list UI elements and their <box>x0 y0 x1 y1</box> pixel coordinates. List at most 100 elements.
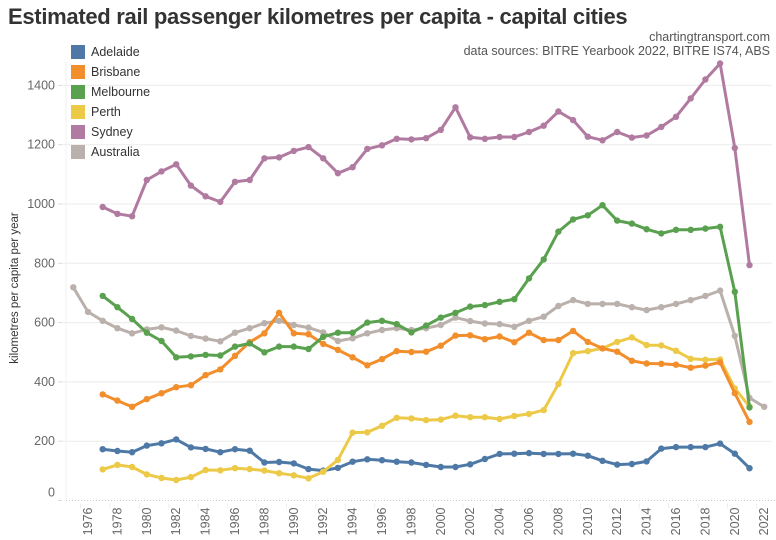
data-point-melbourne[interactable] <box>658 230 665 237</box>
data-point-sydney[interactable] <box>349 164 356 171</box>
data-point-australia[interactable] <box>70 284 77 291</box>
data-point-melbourne[interactable] <box>114 304 121 311</box>
data-point-adelaide[interactable] <box>569 450 577 457</box>
data-point-australia[interactable] <box>452 314 459 321</box>
data-point-australia[interactable] <box>114 325 121 332</box>
data-point-adelaide[interactable] <box>452 463 459 471</box>
data-point-perth[interactable] <box>555 380 562 388</box>
legend-item-adelaide[interactable]: Adelaide <box>71 42 150 62</box>
data-point-brisbane[interactable] <box>628 357 636 364</box>
data-point-adelaide[interactable] <box>467 461 474 468</box>
legend-item-brisbane[interactable]: Brisbane <box>71 62 150 82</box>
data-point-brisbane[interactable] <box>187 382 195 389</box>
data-point-sydney[interactable] <box>672 113 680 121</box>
data-point-brisbane[interactable] <box>452 332 459 339</box>
data-point-perth[interactable] <box>658 342 665 349</box>
data-point-melbourne[interactable] <box>643 226 650 233</box>
data-point-australia[interactable] <box>320 329 327 336</box>
data-point-sydney[interactable] <box>114 210 121 217</box>
data-point-brisbane[interactable] <box>158 390 165 397</box>
data-point-adelaide[interactable] <box>481 455 489 463</box>
data-point-perth[interactable] <box>202 466 209 474</box>
data-point-perth[interactable] <box>349 429 356 436</box>
data-point-sydney[interactable] <box>393 135 400 142</box>
data-point-melbourne[interactable] <box>378 317 386 324</box>
data-point-sydney[interactable] <box>275 154 283 161</box>
data-point-melbourne[interactable] <box>173 354 180 361</box>
data-point-melbourne[interactable] <box>481 301 489 309</box>
data-point-adelaide[interactable] <box>158 440 165 447</box>
data-point-sydney[interactable] <box>334 170 342 177</box>
data-point-adelaide[interactable] <box>275 458 283 466</box>
data-point-adelaide[interactable] <box>334 464 342 472</box>
data-point-sydney[interactable] <box>364 145 371 153</box>
data-point-adelaide[interactable] <box>672 443 680 451</box>
data-point-melbourne[interactable] <box>584 212 591 219</box>
data-point-perth[interactable] <box>364 429 371 436</box>
data-point-melbourne[interactable] <box>261 349 268 356</box>
data-point-australia[interactable] <box>496 320 503 328</box>
data-point-brisbane[interactable] <box>731 390 738 397</box>
data-point-melbourne[interactable] <box>290 343 297 350</box>
data-point-melbourne[interactable] <box>99 292 106 300</box>
data-point-brisbane[interactable] <box>569 327 577 335</box>
data-point-adelaide[interactable] <box>99 446 106 453</box>
data-point-perth[interactable] <box>320 468 327 475</box>
data-point-brisbane[interactable] <box>511 339 518 346</box>
data-point-brisbane[interactable] <box>349 354 356 361</box>
data-point-sydney[interactable] <box>467 134 474 141</box>
data-point-adelaide[interactable] <box>364 456 371 463</box>
data-point-brisbane[interactable] <box>614 348 621 355</box>
data-point-brisbane[interactable] <box>467 332 474 339</box>
data-point-melbourne[interactable] <box>525 275 533 282</box>
data-point-melbourne[interactable] <box>364 319 371 326</box>
data-point-australia[interactable] <box>364 330 371 337</box>
data-point-sydney[interactable] <box>290 147 297 155</box>
data-point-australia[interactable] <box>467 317 474 325</box>
data-point-sydney[interactable] <box>628 134 636 141</box>
data-point-perth[interactable] <box>187 473 195 481</box>
data-point-sydney[interactable] <box>614 128 621 136</box>
data-point-sydney[interactable] <box>99 203 106 211</box>
data-point-melbourne[interactable] <box>614 217 621 224</box>
data-point-sydney[interactable] <box>687 95 694 102</box>
data-point-melbourne[interactable] <box>467 303 474 310</box>
data-point-melbourne[interactable] <box>716 223 724 230</box>
data-point-perth[interactable] <box>143 471 150 478</box>
data-point-adelaide[interactable] <box>187 444 195 451</box>
data-point-brisbane[interactable] <box>584 338 591 346</box>
data-point-adelaide[interactable] <box>746 465 753 472</box>
data-point-australia[interactable] <box>128 330 136 337</box>
data-point-adelaide[interactable] <box>614 461 621 468</box>
data-point-perth[interactable] <box>628 334 636 341</box>
data-point-sydney[interactable] <box>555 108 562 115</box>
data-point-brisbane[interactable] <box>275 309 283 316</box>
data-point-adelaide[interactable] <box>687 443 694 451</box>
data-point-australia[interactable] <box>334 337 342 345</box>
data-point-perth[interactable] <box>99 466 106 473</box>
data-point-adelaide[interactable] <box>393 458 400 465</box>
data-point-adelaide[interactable] <box>525 449 533 457</box>
data-point-australia[interactable] <box>525 317 533 324</box>
data-point-perth[interactable] <box>408 415 415 422</box>
data-point-perth[interactable] <box>496 415 503 423</box>
data-point-melbourne[interactable] <box>202 351 209 359</box>
data-point-australia[interactable] <box>555 302 562 310</box>
data-point-sydney[interactable] <box>422 135 430 142</box>
data-point-australia[interactable] <box>716 287 724 294</box>
data-point-perth[interactable] <box>305 475 312 482</box>
data-point-australia[interactable] <box>584 300 591 308</box>
data-point-brisbane[interactable] <box>496 333 503 340</box>
data-point-australia[interactable] <box>99 317 106 324</box>
data-point-sydney[interactable] <box>496 133 503 141</box>
data-point-perth[interactable] <box>584 347 591 355</box>
data-point-australia[interactable] <box>761 403 768 410</box>
data-point-melbourne[interactable] <box>349 329 356 336</box>
data-point-melbourne[interactable] <box>437 314 444 321</box>
data-point-perth[interactable] <box>231 465 239 472</box>
data-point-brisbane[interactable] <box>217 366 224 373</box>
data-point-melbourne[interactable] <box>731 288 738 295</box>
data-point-adelaide[interactable] <box>378 457 386 464</box>
data-point-perth[interactable] <box>467 414 474 421</box>
data-point-australia[interactable] <box>246 325 253 332</box>
